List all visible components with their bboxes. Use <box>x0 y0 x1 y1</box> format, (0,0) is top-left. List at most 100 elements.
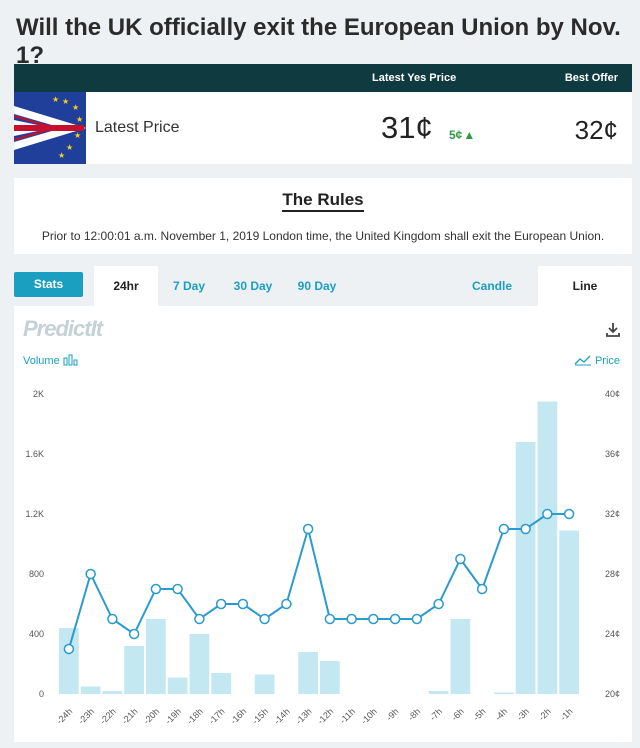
rules-title: The Rules <box>14 190 632 212</box>
y-left-tick: 1.6K <box>25 449 44 459</box>
x-tick--15h: -15h <box>250 706 270 726</box>
price-point--24h[interactable] <box>63 643 75 655</box>
tab-candle[interactable]: Candle <box>471 279 512 293</box>
latest-price-label: Latest Price <box>95 119 180 136</box>
price-point--17h[interactable] <box>215 598 227 610</box>
price-point--5h[interactable] <box>476 583 488 595</box>
page-title: Will the UK officially exit the European… <box>16 14 621 69</box>
x-tick--17h: -17h <box>207 706 227 726</box>
tab-30-day[interactable]: 30 Day <box>233 279 273 293</box>
price-label: Price <box>594 355 620 367</box>
volume-label: Volume <box>23 355 60 367</box>
svg-text:★: ★ <box>72 103 79 112</box>
y-left-tick: 1.2K <box>25 509 44 519</box>
price-point--2h[interactable] <box>542 508 553 520</box>
rules-text: Prior to 12:00:01 a.m. November 1, 2019 … <box>41 229 605 243</box>
x-tick--3h: -3h <box>515 706 531 722</box>
x-tick--23h: -23h <box>76 706 96 726</box>
volume-bar--17h <box>211 673 231 694</box>
svg-text:★: ★ <box>62 97 69 106</box>
price-point--16h[interactable] <box>237 598 249 610</box>
volume-bar--12h <box>320 661 340 694</box>
price-point--20h[interactable] <box>150 583 162 595</box>
uk-eu-flag-icon: ★ ★ ★ ★ ★ ★ ★ <box>14 92 86 164</box>
volume-bar--23h <box>80 686 101 694</box>
x-tick--4h: -4h <box>493 706 509 722</box>
download-icon[interactable] <box>606 322 620 338</box>
price-point--13h[interactable] <box>302 523 314 535</box>
y-left-tick: 0 <box>39 689 44 699</box>
volume-bar--2h <box>537 401 558 694</box>
svg-text:★: ★ <box>76 115 83 124</box>
volume-bar--20h <box>146 619 166 694</box>
tab-line[interactable]: Line <box>538 266 632 306</box>
x-tick--12h: -12h <box>315 706 335 726</box>
y-right-tick: 28¢ <box>605 569 620 579</box>
x-tick--24h: -24h <box>54 706 74 726</box>
volume-bar--4h <box>494 692 514 694</box>
x-tick--2h: -2h <box>537 706 553 722</box>
tab-90-day[interactable]: 90 Day <box>297 279 337 293</box>
x-tick--10h: -10h <box>359 706 379 726</box>
x-tick--5h: -5h <box>471 706 487 722</box>
x-tick--11h: -11h <box>338 706 357 725</box>
y-left-tick: 800 <box>29 569 44 579</box>
price-point--11h[interactable] <box>346 613 357 625</box>
price-point--22h[interactable] <box>107 613 118 625</box>
volume-bar--18h <box>189 634 210 694</box>
price-row: ★ ★ ★ ★ ★ ★ ★ Latest Price 31¢ 5¢▲ 32¢ <box>14 92 632 164</box>
y-right-tick: 24¢ <box>605 629 620 639</box>
price-point--8h[interactable] <box>411 613 423 625</box>
tab-7-day[interactable]: 7 Day <box>172 279 206 293</box>
price-point--18h[interactable] <box>194 613 205 625</box>
price-point--6h[interactable] <box>455 553 466 565</box>
latest-yes-price-label: Latest Yes Price <box>372 72 457 84</box>
x-tick--8h: -8h <box>406 706 422 722</box>
svg-text:★: ★ <box>74 131 81 140</box>
tab-stats[interactable]: Stats <box>14 272 83 297</box>
x-tick--9h: -9h <box>384 706 400 722</box>
tab-24hr[interactable]: 24hr <box>94 266 158 306</box>
price-point--15h[interactable] <box>259 613 270 625</box>
svg-text:★: ★ <box>66 143 73 152</box>
bar-chart-icon <box>63 354 78 366</box>
rules-panel: The Rules Prior to 12:00:01 a.m. Novembe… <box>14 178 632 254</box>
price-point--23h[interactable] <box>85 568 96 580</box>
volume-bar--6h <box>450 619 471 694</box>
price-line <box>67 513 570 650</box>
x-tick--13h: -13h <box>294 706 314 726</box>
price-point--12h[interactable] <box>324 613 336 625</box>
price-point--14h[interactable] <box>281 598 292 610</box>
x-tick--14h: -14h <box>272 706 292 726</box>
x-tick--22h: -22h <box>98 706 118 726</box>
volume-bar--22h <box>102 691 123 694</box>
y-right-tick: 40¢ <box>605 389 620 399</box>
price-point--4h[interactable] <box>498 523 510 535</box>
y-right-tick: 32¢ <box>605 509 620 519</box>
y-left-tick: 400 <box>29 629 44 639</box>
svg-text:★: ★ <box>58 151 65 160</box>
volume-bar--24h <box>59 628 79 694</box>
volume-bar--3h <box>515 442 536 694</box>
volume-bar--7h <box>428 691 449 694</box>
price-point--10h[interactable] <box>368 613 379 625</box>
chart-card: PredictIt Volume Price 0 400 800 1.2K 1.6K 2K… <box>14 306 632 742</box>
volume-bar--13h <box>298 652 318 694</box>
latest-yes-price-value: 31¢ <box>381 110 433 145</box>
price-point--1h[interactable] <box>563 508 575 520</box>
price-point--7h[interactable] <box>433 598 444 610</box>
x-tick--21h: -21h <box>120 706 140 726</box>
predictit-logo: PredictIt <box>23 316 103 341</box>
y-left-tick: 2K <box>33 389 44 399</box>
volume-bar--21h <box>124 646 144 694</box>
line-chart-icon <box>574 355 591 366</box>
price-point--3h[interactable] <box>520 523 531 535</box>
chart-tabs: Stats 24hr 7 Day 30 Day 90 Day Candle Li… <box>14 266 632 306</box>
price-point--9h[interactable] <box>389 613 401 625</box>
x-tick--6h: -6h <box>450 706 466 722</box>
price-point--19h[interactable] <box>172 583 183 595</box>
volume-legend: Volume <box>23 354 79 367</box>
price-legend: Price <box>574 354 620 367</box>
best-offer-value: 32¢ <box>574 115 618 145</box>
price-point--21h[interactable] <box>128 628 140 640</box>
